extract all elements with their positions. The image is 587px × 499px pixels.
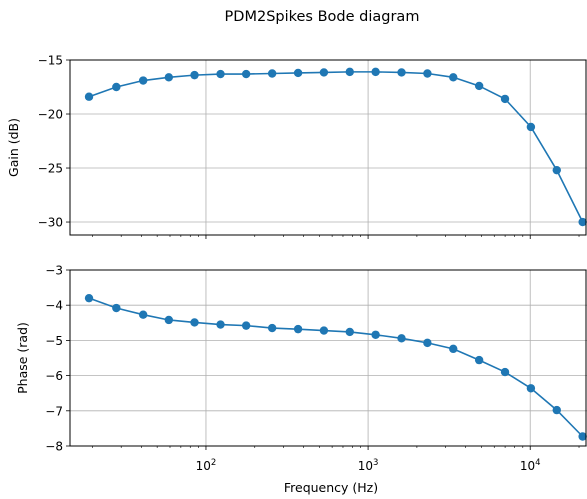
gain-ticks: −15 −20 −25 −30 <box>38 54 580 239</box>
data-point <box>319 68 329 77</box>
y-tick-label: −20 <box>38 108 63 122</box>
data-point <box>552 405 561 415</box>
gain-y-axis-label: Gain (dB) <box>6 118 21 177</box>
data-point <box>500 94 510 104</box>
data-point <box>267 323 277 333</box>
data-point <box>293 68 303 78</box>
data-point <box>293 324 303 334</box>
series-line <box>88 297 584 438</box>
data-point <box>216 69 225 79</box>
data-point <box>371 330 380 339</box>
data-point <box>500 367 510 377</box>
y-tick-label: −6 <box>45 369 63 383</box>
x-tick-label: 102 <box>196 458 217 473</box>
x-tick-label: 104 <box>520 458 541 473</box>
y-tick-label: −8 <box>45 440 63 454</box>
data-point <box>190 318 199 327</box>
phase-y-axis-label: Phase (rad) <box>15 322 30 394</box>
data-point <box>138 310 148 319</box>
phase-subplot: −3 −4 −5 −6 −7 −8 Phase (rad) 102 103 104 <box>15 264 587 473</box>
data-point <box>241 69 251 79</box>
x-tick-label: 103 <box>358 458 379 473</box>
data-point <box>138 76 148 85</box>
x-tick-labels: 102 103 104 <box>196 458 541 473</box>
data-point <box>449 73 458 82</box>
series-line <box>88 71 584 223</box>
data-point <box>397 334 406 343</box>
data-point <box>241 321 251 330</box>
data-point <box>345 67 354 77</box>
y-tick-label: −25 <box>38 162 63 176</box>
data-point <box>267 69 277 78</box>
y-tick-label: −3 <box>45 264 63 278</box>
data-point <box>526 384 536 393</box>
data-point <box>423 338 432 348</box>
data-point <box>423 69 432 78</box>
x-axis-label: Frequency (Hz) <box>284 480 378 495</box>
gain-series <box>84 67 587 227</box>
data-point <box>164 73 174 82</box>
data-point <box>371 67 380 77</box>
data-point <box>397 68 406 77</box>
y-tick-label: −30 <box>38 216 63 230</box>
phase-grid <box>70 269 587 447</box>
y-tick-label: −7 <box>45 404 63 418</box>
gain-axes-frame <box>69 59 587 236</box>
data-point <box>216 320 225 329</box>
data-point <box>319 326 329 335</box>
data-point <box>345 327 354 337</box>
phase-ticks: −3 −4 −5 −6 −7 −8 <box>45 264 580 454</box>
phase-axes-frame <box>69 269 587 447</box>
data-point <box>578 217 587 227</box>
gain-subplot: −15 −20 −25 −30 Gain (dB) <box>6 54 587 239</box>
data-point <box>190 70 199 80</box>
y-tick-label: −4 <box>45 299 63 313</box>
y-tick-label: −15 <box>38 54 63 68</box>
data-point <box>84 293 94 303</box>
data-point <box>474 355 484 365</box>
data-point <box>112 303 121 313</box>
data-point <box>578 432 587 441</box>
phase-series <box>84 293 587 441</box>
data-point <box>526 122 536 132</box>
data-point <box>84 92 94 101</box>
data-point <box>164 315 174 325</box>
data-point <box>474 81 484 91</box>
gain-grid <box>70 59 587 235</box>
chart-title: PDM2Spikes Bode diagram <box>225 9 420 25</box>
data-point <box>112 82 121 92</box>
y-tick-label: −5 <box>45 334 63 348</box>
data-point <box>552 165 561 175</box>
data-point <box>449 344 458 354</box>
